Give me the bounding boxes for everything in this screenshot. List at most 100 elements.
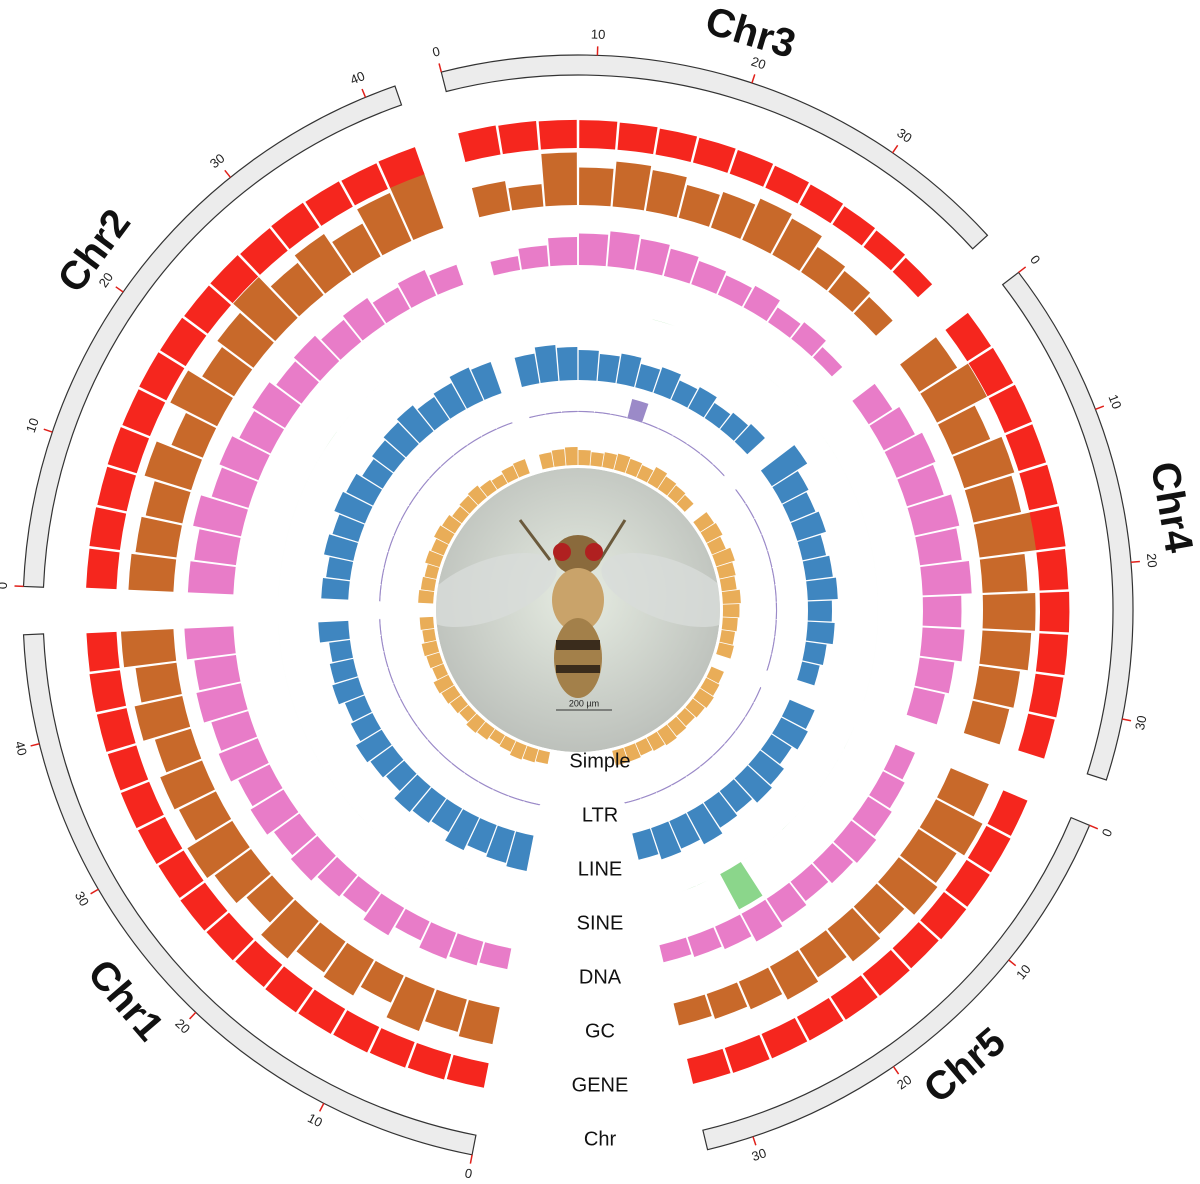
track-bar [745,702,755,717]
track-bar [551,449,566,467]
track-bar [407,1043,452,1080]
track-bar [346,473,383,506]
track-bar [139,352,185,401]
track-bar [473,891,496,899]
track-bar [852,383,893,425]
track-bar [486,825,515,863]
tick-mark [1089,824,1099,830]
track-bar [735,489,746,504]
track-bar [341,163,388,206]
track-bar [371,376,390,393]
track-bar [1036,548,1069,591]
track-bar [394,774,431,813]
track-bar [816,772,831,792]
track-bar [1019,464,1058,511]
track-bar [765,165,809,204]
track-bar [706,536,726,555]
track-bar [688,387,717,418]
track-bar [922,595,962,628]
track-bar [393,683,401,699]
track-bar [395,908,430,941]
track-bar [627,399,649,423]
track-bar [719,779,753,813]
track-bar [400,505,410,521]
track-bar [265,966,313,1013]
track-bar [884,432,936,478]
track-bar [657,724,677,746]
track-bar [504,314,528,320]
tick-mark [1130,560,1140,563]
tick-mark [1122,718,1132,722]
track-bar [659,937,692,963]
track-bar [843,727,855,749]
tick-mark [891,144,899,154]
track-bar [383,552,389,568]
track-bar [467,485,487,505]
track-bar [863,230,906,271]
track-bar [742,847,762,862]
chromosome-ideogram [1001,271,1134,781]
track-bar [193,495,248,537]
track-bar [722,604,740,618]
track-bar [635,363,661,393]
track-bar [1005,424,1047,472]
track-bar [635,738,653,756]
track-bar [796,998,844,1041]
track-bar [919,799,983,856]
track-bar [769,950,819,1000]
track-bar [317,856,358,897]
track-bar [853,297,893,336]
track-bar [96,708,136,752]
tick-mark [115,286,124,293]
track-bar [390,361,411,376]
tick-label: 0 [1027,252,1043,267]
track-bar [875,572,878,598]
track-bar [692,137,736,173]
track-bar [235,940,283,988]
track-label: GC [585,1020,615,1042]
track-bar [107,427,150,474]
track-bar [138,816,183,865]
track-bar [350,712,382,742]
specimen-photo [436,468,720,752]
track-bar [424,564,440,580]
track-bar [387,841,406,856]
track-bar [464,772,479,782]
track-bar [673,885,696,895]
track-bar [428,869,449,881]
track-bar [807,600,833,622]
track-bar [963,700,1010,745]
tick-label: 10 [23,416,42,435]
track-bar [538,452,554,470]
track-bar [451,762,465,774]
tick-label: 0 [431,44,442,60]
track-bar [863,677,871,702]
track-bar [321,766,335,786]
track-bar [233,277,298,342]
track-bar [760,734,792,764]
track-bar [431,799,463,832]
track-label: Simple [569,750,630,772]
track-bar [738,967,783,1010]
track-bar [466,713,486,733]
track-bar [761,534,768,551]
chromosome-ideogram [22,85,403,588]
track-bar [323,942,374,996]
track-bar [512,459,530,478]
track-bar [458,125,501,162]
track-bar [529,311,553,314]
track-bar [897,464,944,507]
track-bar [270,262,324,317]
track-bar [687,443,701,454]
track-bar [636,465,654,483]
track-bar [687,927,722,958]
track-bar [135,516,182,558]
track-bar [653,367,681,400]
track-bar [721,589,741,604]
track-bar [685,698,705,718]
track-bar [284,673,291,697]
track-bar [556,347,578,381]
track-bar [852,796,892,837]
track-bar [624,798,641,804]
track-bar [219,436,270,481]
